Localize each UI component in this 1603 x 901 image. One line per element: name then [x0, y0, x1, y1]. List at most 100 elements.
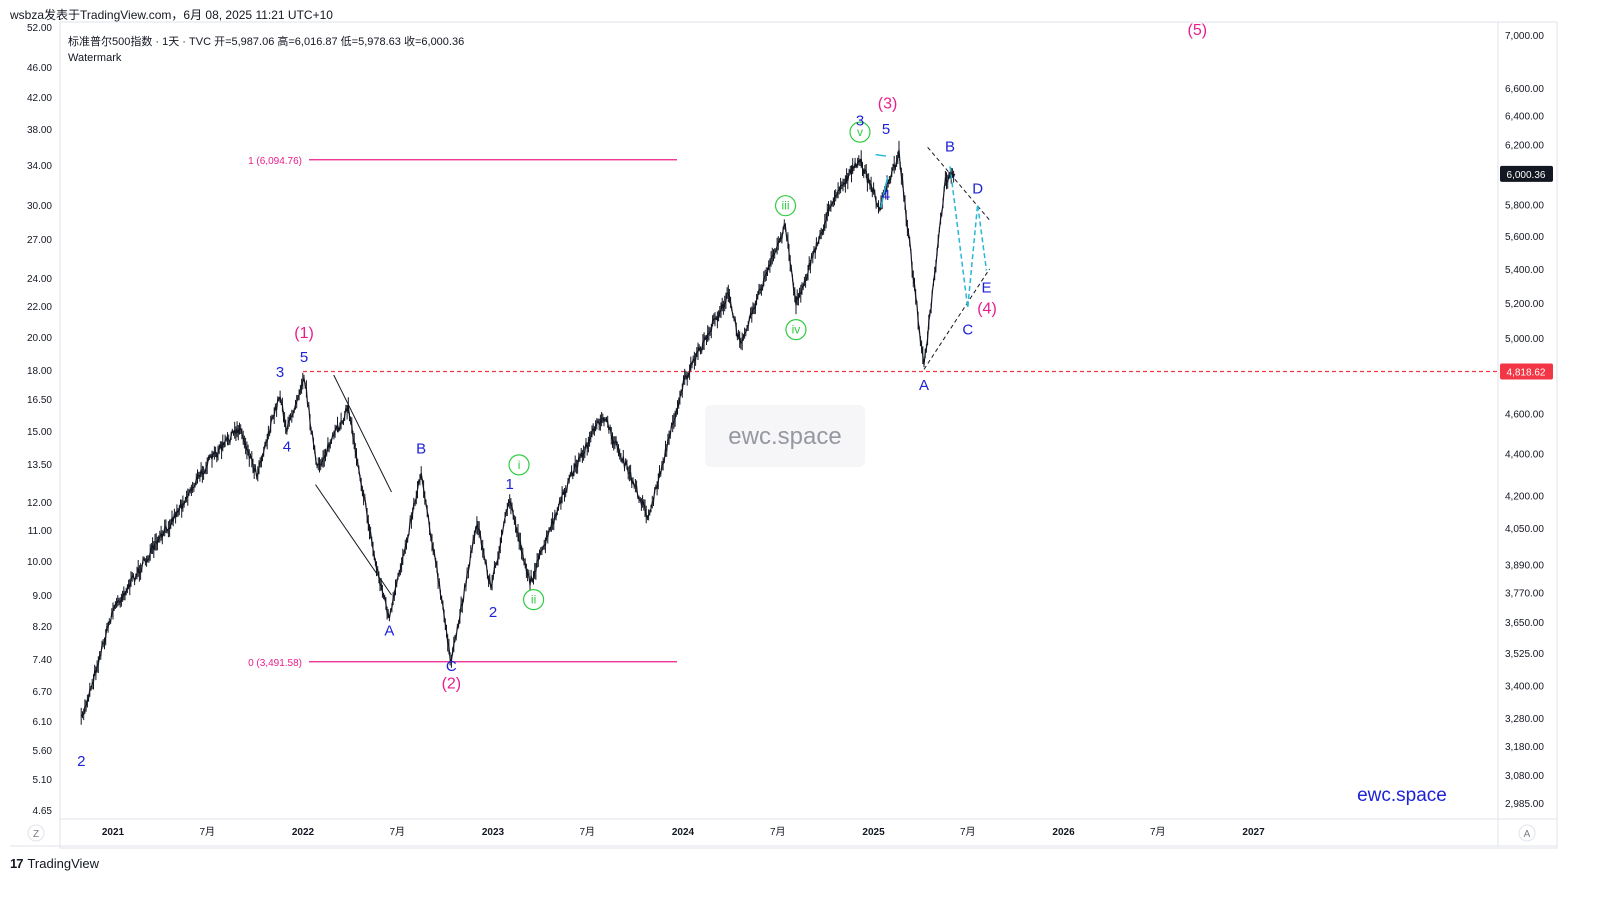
left-axis-tick: 5.60: [33, 746, 53, 757]
left-axis-tick: 9.00: [33, 591, 53, 602]
wave-label: D: [972, 181, 983, 198]
tradingview-brand: TradingView: [27, 856, 100, 871]
left-axis-tick: 4.65: [33, 806, 53, 817]
wave-label: E: [981, 280, 991, 297]
wave-label-minor: v: [857, 125, 863, 139]
left-axis-tick: 15.00: [27, 427, 52, 438]
wedge-upper-trendline: [333, 374, 392, 493]
left-axis-tick: 6.70: [33, 687, 53, 698]
left-axis-tick: 22.00: [27, 302, 52, 313]
time-axis-tick: 2022: [292, 827, 315, 838]
corner-right-label: A: [1524, 829, 1531, 840]
fib-level-label: 0 (3,491.58): [248, 658, 302, 669]
right-axis-tick: 4,600.00: [1505, 409, 1544, 420]
right-axis-tick: 5,800.00: [1505, 200, 1544, 211]
wave-marker-slope: [880, 176, 889, 208]
wave-label: 3: [856, 113, 864, 130]
left-axis-tick: 16.50: [27, 395, 52, 406]
wave-label: 2: [489, 604, 497, 621]
tradingview-logo-icon: 17: [10, 856, 24, 871]
right-axis-tick: 5,600.00: [1505, 232, 1544, 243]
time-axis-tick: 7月: [1150, 826, 1166, 838]
left-axis-tick: 18.00: [27, 366, 52, 377]
left-axis-tick: 5.10: [33, 775, 53, 786]
right-axis-tick: 6,600.00: [1505, 84, 1544, 95]
corner-left-label: Z: [33, 829, 39, 840]
left-axis-tick: 42.00: [27, 93, 52, 104]
tradingview-footer[interactable]: 17 TradingView: [10, 856, 99, 871]
wave-label: C: [962, 322, 973, 339]
auto-scale-toggle-icon: [1518, 824, 1536, 842]
wave-label: C: [446, 658, 457, 675]
wave-circle-marker: [785, 318, 807, 341]
right-axis-tick: 6,400.00: [1505, 112, 1544, 123]
right-axis-tick: 2,985.00: [1505, 799, 1544, 810]
watermark-center: ewc.space: [728, 423, 841, 450]
wave-marker-top: [875, 153, 887, 157]
left-axis-tick: 46.00: [27, 63, 52, 74]
time-axis-tick: 2026: [1052, 827, 1075, 838]
left-axis-tick: 24.00: [27, 274, 52, 285]
publisher-line: wsbza发表于TradingView.com，6月 08, 2025 11:2…: [10, 8, 333, 22]
wave-label: 1: [505, 476, 513, 493]
left-axis-tick: 11.00: [28, 526, 53, 537]
watermark-corner: ewc.space: [1357, 785, 1447, 806]
wave-label-minor: i: [518, 458, 521, 472]
time-axis-tick: 7月: [389, 826, 405, 838]
wave-circle-marker: [774, 195, 797, 217]
time-axis-tick: 7月: [770, 826, 786, 838]
left-axis-tick: 6.10: [33, 717, 53, 728]
wave-label: B: [416, 440, 426, 457]
projection-path: [949, 166, 988, 309]
left-axis-tick: 20.00: [27, 333, 52, 344]
wave-label-minor: iv: [792, 323, 801, 337]
right-axis-tick: 4,400.00: [1505, 449, 1544, 460]
right-axis-tick: 3,650.00: [1505, 618, 1544, 629]
wave-label: A: [384, 622, 394, 639]
right-axis-tick: 5,200.00: [1505, 299, 1544, 310]
watermark-backdrop: [705, 405, 865, 467]
wave-label: (4): [977, 300, 997, 317]
wave-label: 5: [882, 121, 890, 138]
wave-label: B: [945, 139, 955, 156]
wave-label: A: [919, 377, 929, 394]
wave-label: (3): [878, 96, 898, 113]
time-axis-tick: 2023: [482, 827, 505, 838]
right-axis-tick: 5,000.00: [1505, 334, 1544, 345]
left-axis-tick: 52.00: [27, 23, 52, 34]
left-axis-tick: 10.00: [27, 557, 52, 568]
wave-label: 4: [283, 438, 291, 455]
triangle-lower-trendline: [923, 268, 991, 370]
wave-label: 3: [276, 364, 284, 381]
left-axis-tick: 27.00: [27, 235, 52, 246]
right-axis-tick: 3,890.00: [1505, 560, 1544, 571]
time-axis-tick: 2024: [672, 827, 695, 838]
time-axis-tick: 2027: [1242, 827, 1265, 838]
wave-circle-marker: [523, 589, 545, 611]
right-axis-tick: 3,280.00: [1505, 714, 1544, 725]
time-axis-tick: 2021: [102, 827, 125, 838]
wave-label-minor: iii: [782, 199, 790, 213]
fib-level-label: 1 (6,094.76): [248, 156, 302, 167]
chart-frame: [59, 21, 1558, 849]
level-price-label: 4,818.62: [1507, 367, 1546, 378]
wave-circle-marker: [508, 454, 530, 476]
level-price-badge: [1500, 363, 1553, 380]
right-axis-tick: 4,200.00: [1505, 491, 1544, 502]
wave-label: (1): [294, 325, 314, 342]
log-scale-toggle-icon: [27, 824, 45, 842]
wave-label: 2: [77, 753, 85, 770]
right-axis-tick: 3,770.00: [1505, 589, 1544, 600]
wave-label: 4: [882, 187, 890, 204]
last-price-label: 6,000.36: [1507, 170, 1546, 181]
wave-label-minor: ii: [531, 593, 536, 607]
triangle-upper-trendline: [927, 146, 990, 221]
left-axis-tick: 7.40: [33, 655, 53, 666]
wave-label: (2): [442, 675, 462, 692]
price-line: [80, 149, 956, 717]
indicator-label: Watermark: [68, 52, 122, 64]
wedge-lower-trendline: [315, 484, 392, 596]
left-axis-tick: 12.00: [27, 498, 52, 509]
left-axis-tick: 8.20: [33, 622, 53, 633]
